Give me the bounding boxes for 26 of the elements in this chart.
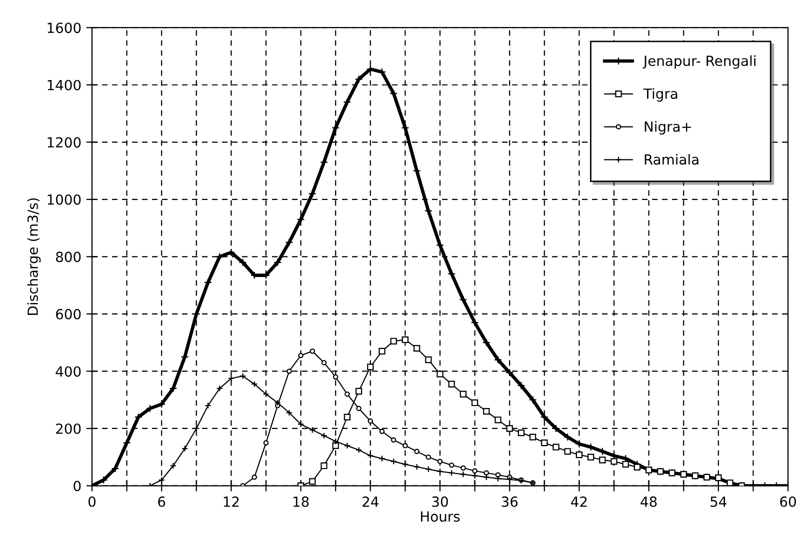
y-tick-label: 1600 — [48, 22, 81, 34]
x-tick-label: 12 — [224, 496, 239, 507]
y-tick-label: 800 — [56, 252, 81, 262]
y-tick-label: 1200 — [48, 137, 81, 148]
x-axis-title: Hours — [421, 511, 460, 522]
x-tick-label: 48 — [640, 496, 657, 507]
x-tick-label: 0 — [88, 496, 96, 507]
y-tick-label: 200 — [56, 423, 81, 434]
y-tick-label: 1400 — [48, 80, 81, 90]
y-tick-label: 0 — [74, 480, 81, 492]
y-tick-label: 400 — [56, 366, 81, 377]
x-tick-label: 6 — [158, 496, 166, 507]
x-tick-label: 36 — [502, 496, 518, 507]
y-axis-title: Discharge (m3/s) — [27, 198, 41, 315]
legend-label: Tigra — [643, 88, 678, 102]
x-tick-label: 24 — [362, 496, 378, 507]
x-tick-label: 18 — [293, 496, 309, 507]
x-tick-label: 30 — [432, 496, 448, 507]
x-tick-label: 54 — [710, 496, 726, 507]
legend-label: Ramiala — [644, 154, 698, 165]
legend-label: Nigra+ — [644, 121, 691, 135]
y-tick-label: 600 — [56, 308, 81, 320]
x-tick-label: 60 — [780, 496, 796, 507]
y-tick-label: 1000 — [48, 194, 81, 205]
legend-label: Jenapur- Rengali — [642, 55, 756, 69]
x-tick-label: 42 — [571, 496, 587, 507]
